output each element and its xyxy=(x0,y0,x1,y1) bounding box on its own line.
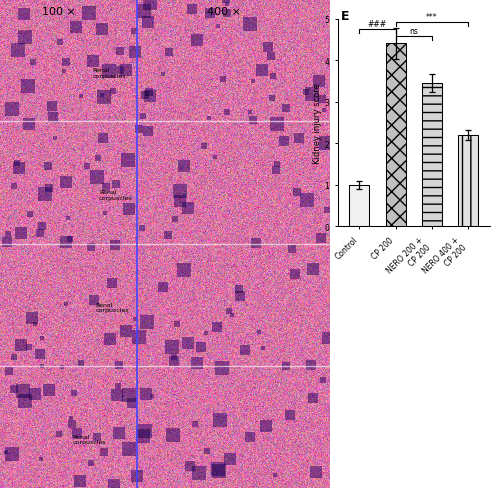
Text: 400 ×: 400 × xyxy=(208,7,242,17)
Text: ns: ns xyxy=(410,27,418,36)
Text: Renal
corpuscles: Renal corpuscles xyxy=(92,68,126,79)
Text: E: E xyxy=(340,10,349,23)
Bar xyxy=(458,136,478,227)
Bar xyxy=(386,44,406,227)
Text: ***: *** xyxy=(426,13,438,21)
Text: 100 ×: 100 × xyxy=(42,7,76,17)
Text: Renal
corpuscles: Renal corpuscles xyxy=(72,434,106,445)
Bar xyxy=(422,84,442,227)
Bar xyxy=(350,185,370,227)
Text: ###: ### xyxy=(368,20,387,29)
Text: Renal
corpuscles: Renal corpuscles xyxy=(99,190,132,201)
Y-axis label: Kidney injury score: Kidney injury score xyxy=(312,83,322,163)
Text: Renal
corpuscles: Renal corpuscles xyxy=(96,302,130,313)
